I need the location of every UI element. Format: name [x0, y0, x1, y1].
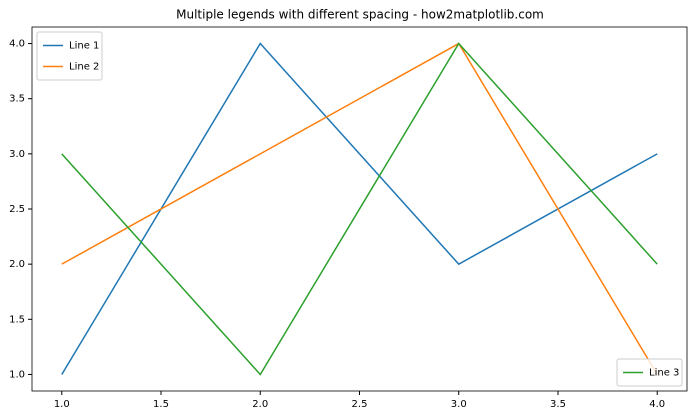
chart-title: Multiple legends with different spacing …: [176, 8, 544, 22]
y-tick-label: 3.0: [9, 149, 25, 160]
legend-box: [36, 31, 103, 81]
legend-box: [616, 358, 683, 387]
legend-label: Line 3: [649, 368, 679, 379]
legend: Line 3: [616, 358, 683, 387]
plot-frame: [31, 26, 688, 392]
x-tick-label: 2.5: [352, 399, 368, 410]
y-tick-label: 2.0: [9, 259, 25, 270]
x-tick-label: 2.0: [252, 399, 268, 410]
data-line: [61, 42, 658, 375]
y-tick-label: 2.5: [9, 204, 25, 215]
data-line: [61, 42, 658, 376]
x-tick-label: 3.5: [550, 399, 566, 410]
x-tick-label: 1.0: [54, 399, 70, 410]
y-tick-label: 3.5: [9, 94, 25, 105]
y-tick-label: 1.0: [9, 369, 25, 380]
legend-label: Line 2: [69, 62, 99, 73]
x-tick-label: 3.0: [451, 399, 467, 410]
y-tick-label: 4.0: [9, 39, 25, 50]
x-tick-label: 4.0: [649, 399, 665, 410]
legend: Line 1 Line 2: [36, 31, 103, 81]
legend-label: Line 1: [69, 41, 99, 52]
x-tick-label: 1.5: [153, 399, 169, 410]
y-tick-label: 1.5: [9, 314, 25, 325]
